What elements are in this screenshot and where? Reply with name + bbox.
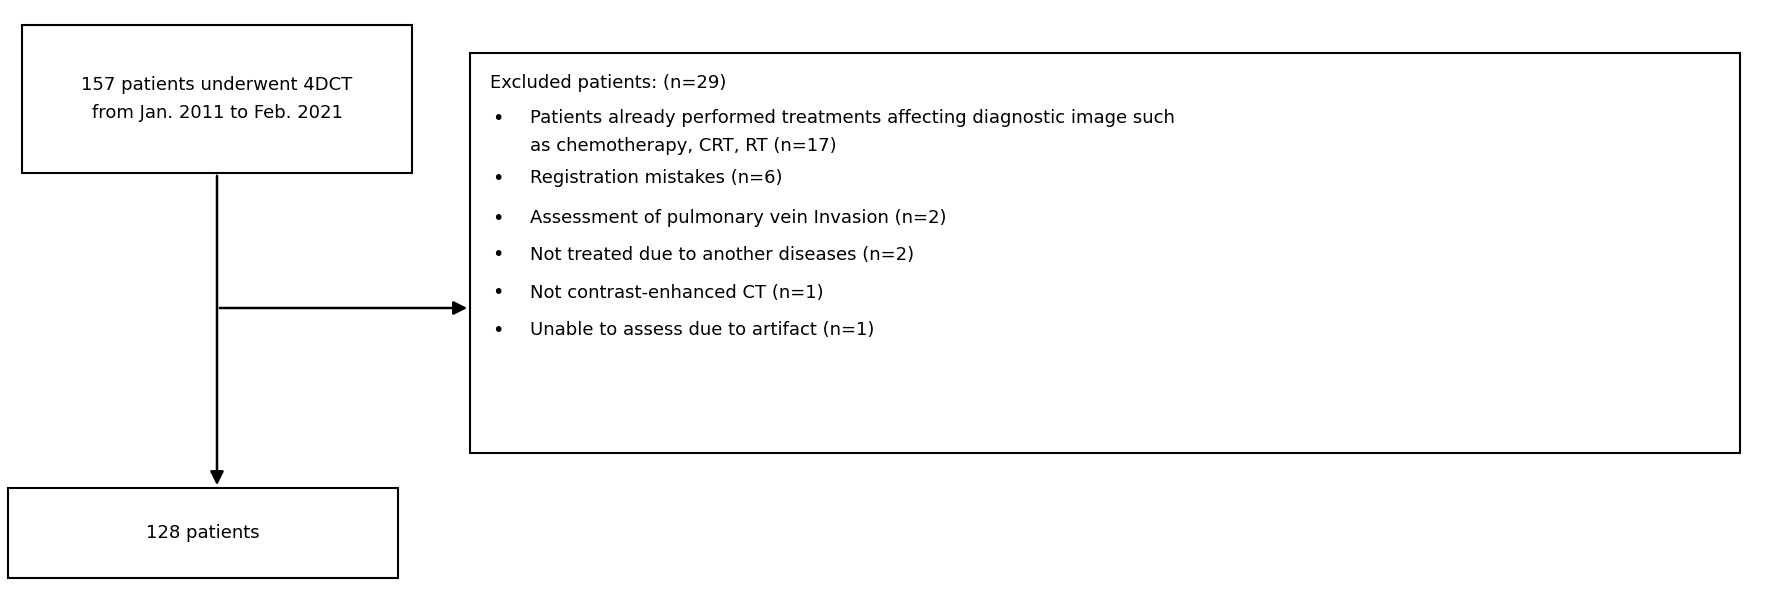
Bar [21, 25, 411, 173]
Bar [470, 53, 1739, 453]
Text: •: • [491, 283, 504, 302]
Text: as chemotherapy, CRT, RT (n=17): as chemotherapy, CRT, RT (n=17) [530, 137, 837, 155]
Text: •: • [491, 209, 504, 228]
Text: •: • [491, 109, 504, 127]
Text: 128 patients: 128 patients [145, 524, 259, 542]
Text: Not treated due to another diseases (n=2): Not treated due to another diseases (n=2… [530, 246, 913, 264]
Text: Unable to assess due to artifact (n=1): Unable to assess due to artifact (n=1) [530, 321, 874, 339]
Text: •: • [491, 246, 504, 264]
Text: Assessment of pulmonary vein Invasion (n=2): Assessment of pulmonary vein Invasion (n… [530, 209, 947, 227]
Text: Not contrast-enhanced CT (n=1): Not contrast-enhanced CT (n=1) [530, 284, 823, 302]
Bar [9, 488, 397, 578]
Text: •: • [491, 320, 504, 340]
Text: Registration mistakes (n=6): Registration mistakes (n=6) [530, 169, 782, 187]
Text: •: • [491, 168, 504, 187]
Text: 157 patients underwent 4DCT
from Jan. 2011 to Feb. 2021: 157 patients underwent 4DCT from Jan. 20… [82, 76, 353, 122]
Text: Excluded patients: (n=29): Excluded patients: (n=29) [489, 74, 725, 92]
Text: Patients already performed treatments affecting diagnostic image such: Patients already performed treatments af… [530, 109, 1174, 127]
